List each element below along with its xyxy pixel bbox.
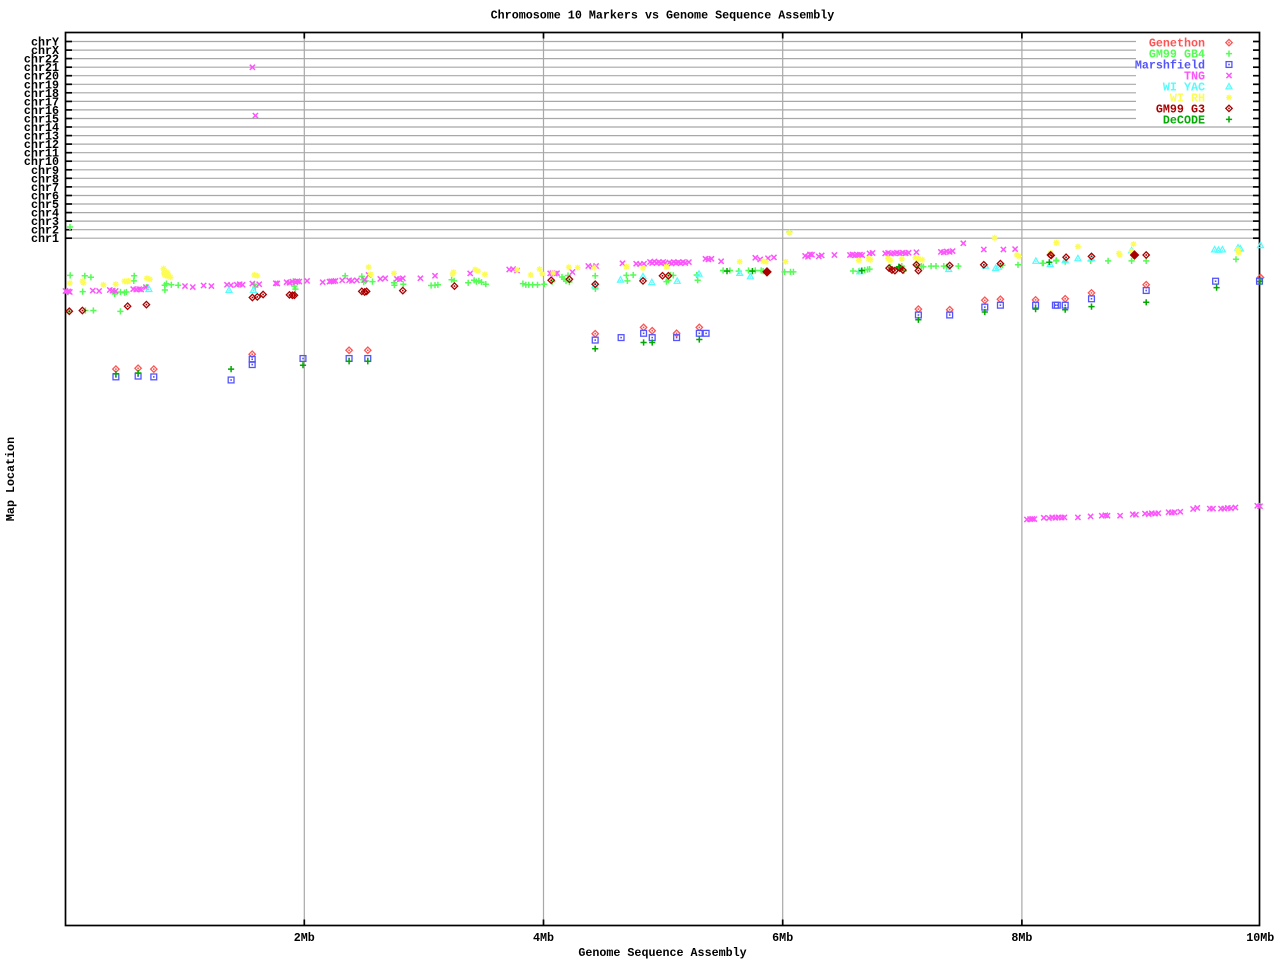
svg-text:chr3: chr3 xyxy=(31,215,59,229)
svg-text:chr18: chr18 xyxy=(24,87,59,101)
svg-text:Marshfield: Marshfield xyxy=(1135,59,1205,73)
svg-text:chr15: chr15 xyxy=(24,113,59,127)
svg-text:chr10: chr10 xyxy=(24,155,59,169)
svg-text:chrY: chrY xyxy=(31,36,59,50)
svg-text:chr8: chr8 xyxy=(31,172,59,186)
svg-text:Genome Sequence Assembly: Genome Sequence Assembly xyxy=(578,946,746,960)
svg-text:TNG: TNG xyxy=(1184,70,1205,84)
svg-text:4Mb: 4Mb xyxy=(533,931,554,945)
svg-text:chr4: chr4 xyxy=(31,207,59,221)
svg-text:chr21: chr21 xyxy=(24,61,59,75)
svg-text:6Mb: 6Mb xyxy=(772,931,793,945)
svg-text:Chromosome 10 Markers vs Genom: Chromosome 10 Markers vs Genome Sequence… xyxy=(491,9,835,23)
svg-text:chr9: chr9 xyxy=(31,164,59,178)
svg-text:chr6: chr6 xyxy=(31,190,59,204)
svg-text:chr16: chr16 xyxy=(24,104,59,118)
svg-text:2Mb: 2Mb xyxy=(294,931,315,945)
svg-text:chr11: chr11 xyxy=(24,147,59,161)
svg-text:chr2: chr2 xyxy=(31,224,59,238)
svg-text:10Mb: 10Mb xyxy=(1246,931,1274,945)
svg-text:Genethon: Genethon xyxy=(1149,37,1205,51)
svg-text:chr14: chr14 xyxy=(24,121,59,135)
svg-text:chrX: chrX xyxy=(31,44,60,58)
svg-text:chr22: chr22 xyxy=(24,53,59,67)
svg-text:chr20: chr20 xyxy=(24,70,59,84)
svg-text:chr12: chr12 xyxy=(24,138,59,152)
svg-text:8Mb: 8Mb xyxy=(1011,931,1032,945)
svg-text:chr1: chr1 xyxy=(31,232,59,246)
svg-text:WI YAC: WI YAC xyxy=(1163,81,1205,95)
svg-text:DeCODE: DeCODE xyxy=(1163,113,1205,127)
svg-text:chr5: chr5 xyxy=(31,198,59,212)
svg-text:chr19: chr19 xyxy=(24,78,59,92)
svg-text:GM99 G3: GM99 G3 xyxy=(1156,102,1205,116)
svg-text:GM99 GB4: GM99 GB4 xyxy=(1149,48,1205,62)
svg-text:Map Location: Map Location xyxy=(4,437,18,521)
svg-text:chr7: chr7 xyxy=(31,181,59,195)
svg-text:WI RH: WI RH xyxy=(1170,92,1205,106)
svg-text:chr13: chr13 xyxy=(24,130,59,144)
svg-text:chr17: chr17 xyxy=(24,95,59,109)
